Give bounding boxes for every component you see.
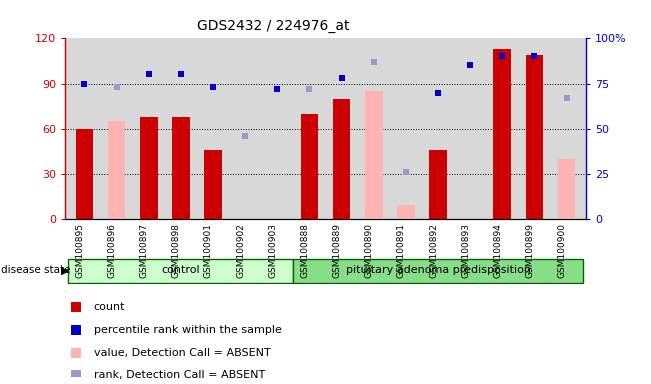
Bar (76, 129, 93, 219)
Bar (301, 114, 318, 219)
Text: GDS2432 / 224976_at: GDS2432 / 224976_at (197, 19, 350, 33)
Bar (365, 91, 383, 219)
Text: ▶: ▶ (61, 265, 70, 275)
Text: GSM100901: GSM100901 (204, 223, 213, 278)
Text: GSM100897: GSM100897 (140, 223, 148, 278)
Text: GSM100899: GSM100899 (525, 223, 534, 278)
Bar (107, 121, 126, 219)
Text: percentile rank within the sample: percentile rank within the sample (94, 325, 282, 335)
Bar (68, 259, 294, 283)
Bar (294, 259, 583, 283)
Bar (525, 55, 544, 219)
Text: GSM100889: GSM100889 (333, 223, 342, 278)
Bar (172, 117, 189, 219)
Text: GSM100892: GSM100892 (429, 223, 438, 278)
Bar (429, 150, 447, 219)
Bar (204, 150, 222, 219)
Text: GSM100893: GSM100893 (461, 223, 470, 278)
Text: control: control (161, 265, 200, 275)
Text: GSM100888: GSM100888 (300, 223, 309, 278)
Text: GSM100903: GSM100903 (268, 223, 277, 278)
Text: pituitary adenoma predisposition: pituitary adenoma predisposition (346, 265, 531, 275)
Text: GSM100896: GSM100896 (107, 223, 117, 278)
Text: GSM100891: GSM100891 (397, 223, 406, 278)
Bar (558, 159, 575, 219)
Bar (333, 99, 350, 219)
Text: GSM100890: GSM100890 (365, 223, 374, 278)
Text: GSM100895: GSM100895 (76, 223, 85, 278)
Text: count: count (94, 302, 125, 312)
Text: value, Detection Call = ABSENT: value, Detection Call = ABSENT (94, 348, 271, 358)
Text: GSM100900: GSM100900 (558, 223, 566, 278)
Text: disease state: disease state (1, 265, 70, 275)
Bar (140, 117, 158, 219)
Bar (397, 205, 415, 219)
Text: GSM100898: GSM100898 (172, 223, 181, 278)
Text: GSM100894: GSM100894 (493, 223, 503, 278)
Text: GSM100902: GSM100902 (236, 223, 245, 278)
Bar (493, 49, 511, 219)
Text: rank, Detection Call = ABSENT: rank, Detection Call = ABSENT (94, 370, 265, 380)
